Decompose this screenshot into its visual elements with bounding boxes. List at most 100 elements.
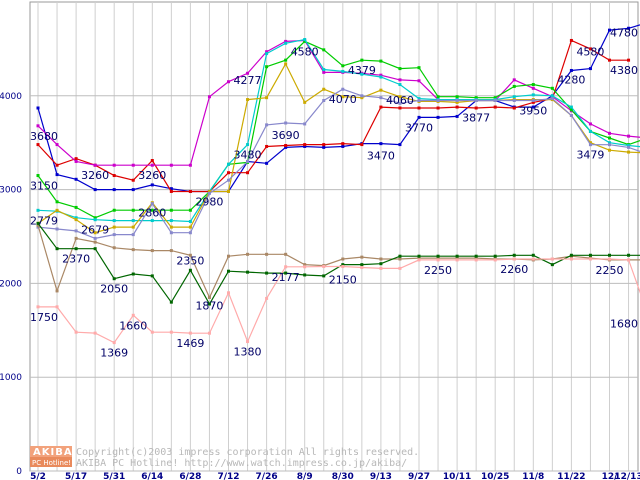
data-label: 1870 [195, 300, 223, 313]
data-point [246, 143, 250, 147]
x-tick-label: 12/13 [614, 472, 640, 480]
data-point [150, 330, 154, 334]
data-point [436, 115, 440, 119]
data-point [131, 248, 135, 252]
data-point [74, 177, 78, 181]
data-point [265, 52, 269, 56]
data-point [608, 143, 611, 147]
data-label: 2260 [500, 263, 528, 276]
data-point [188, 189, 192, 193]
data-point [227, 291, 230, 295]
data-point [627, 26, 631, 30]
data-point [74, 247, 78, 251]
data-point [93, 188, 97, 192]
hotline-url-line: AKIBA PC Hotline! http://www.watch.impre… [76, 458, 407, 469]
data-label: 4070 [329, 93, 357, 106]
copyright-line: Copyright(c)2003 impress corporation All… [76, 447, 419, 458]
data-point [55, 247, 59, 251]
logo-top-text: AKIBA [33, 447, 73, 458]
data-label: 4060 [386, 94, 414, 107]
data-point [131, 272, 135, 276]
data-point [74, 330, 78, 334]
data-label: 1680 [610, 317, 638, 330]
data-point [569, 105, 573, 109]
data-point [417, 106, 421, 110]
data-point [169, 208, 173, 212]
data-point [512, 257, 516, 261]
data-point [512, 253, 516, 257]
data-point [246, 270, 250, 274]
y-tick-label: 0 [16, 467, 22, 477]
data-label: 2350 [176, 255, 204, 268]
data-point [588, 253, 592, 257]
x-tick-label: 8/9 [297, 472, 313, 480]
data-point [112, 246, 116, 250]
data-point [474, 258, 478, 262]
data-label: 4780 [610, 27, 638, 40]
data-point [227, 269, 230, 273]
data-point [531, 257, 535, 261]
data-label: 4379 [348, 64, 376, 77]
data-point [227, 178, 230, 182]
data-point [112, 233, 116, 237]
data-point [284, 62, 288, 66]
data-point [398, 266, 402, 270]
data-point [322, 48, 326, 52]
data-point [74, 205, 78, 209]
data-point [303, 38, 307, 42]
data-label: 4380 [610, 64, 638, 77]
data-point [360, 255, 364, 259]
data-point [265, 271, 269, 275]
data-point [341, 265, 345, 269]
data-point [265, 96, 269, 100]
data-point [627, 145, 631, 149]
data-point [341, 144, 345, 148]
data-point [284, 145, 288, 149]
data-point [265, 50, 269, 54]
data-point [341, 142, 345, 146]
data-point [55, 163, 59, 167]
data-point [455, 105, 459, 109]
data-point [531, 86, 535, 90]
data-point [265, 252, 269, 256]
data-point [550, 263, 554, 267]
data-point [188, 219, 192, 223]
data-label: 3950 [519, 104, 547, 117]
data-point [493, 105, 497, 109]
data-point [398, 67, 402, 71]
data-point [398, 143, 402, 147]
data-label: 3260 [81, 169, 109, 182]
data-point [417, 256, 421, 260]
data-point [131, 188, 135, 192]
data-point [265, 161, 269, 165]
data-point [207, 295, 211, 299]
data-point [627, 134, 631, 138]
data-point [608, 58, 611, 62]
data-point [379, 73, 383, 77]
data-label: 2150 [329, 273, 357, 286]
data-point [246, 71, 250, 75]
data-point [207, 331, 211, 335]
data-point [436, 98, 440, 102]
data-label: 2250 [596, 264, 624, 277]
data-point [531, 253, 535, 257]
data-point [398, 254, 402, 258]
data-point [627, 150, 631, 154]
data-label: 3479 [576, 149, 604, 162]
data-point [112, 219, 116, 223]
data-point [150, 249, 154, 253]
data-point [188, 268, 192, 272]
x-tick-label: 11/22 [557, 472, 585, 480]
data-point [493, 254, 497, 258]
data-point [284, 39, 288, 43]
data-point [265, 123, 269, 127]
data-point [150, 159, 154, 163]
data-point [207, 189, 211, 193]
data-point [169, 249, 173, 253]
data-point [112, 277, 116, 281]
y-tick-label: 4000 [0, 92, 22, 102]
data-point [322, 70, 326, 74]
data-point [55, 143, 59, 147]
data-point [493, 98, 497, 102]
logo-bottom-text: PC Hotline! [32, 459, 71, 467]
